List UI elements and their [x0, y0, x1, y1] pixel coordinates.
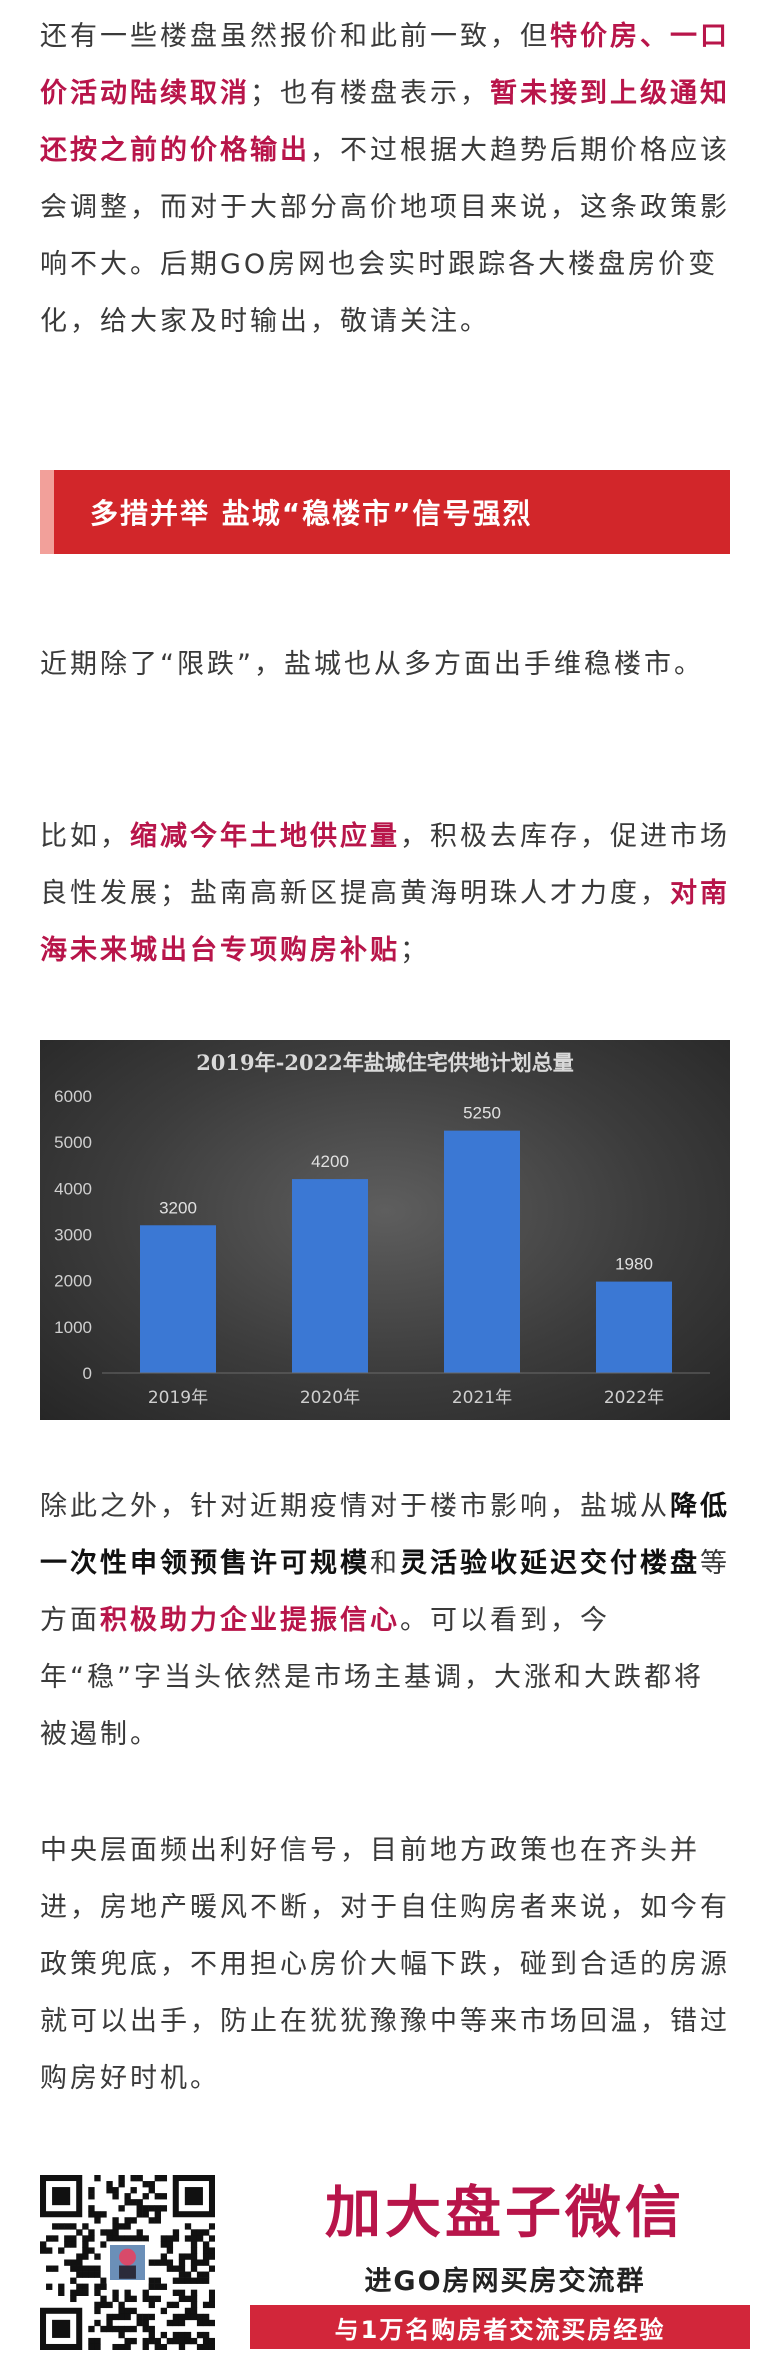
- promo-subtitle: 进GO房网买房交流群: [364, 2266, 646, 2297]
- highlight-text: 暂未接到上级通知还按之前的价格输出: [40, 78, 730, 166]
- bar-data-label: 5250: [463, 1104, 501, 1123]
- bar: [140, 1225, 216, 1373]
- bar: [444, 1130, 520, 1373]
- section-title: 多措并举 盐城“稳楼市”信号强烈: [90, 497, 533, 530]
- body-text: 除此之外，针对近期疫情对于楼市影响，盐城从: [40, 1491, 670, 1522]
- highlight-text: 降低一次性申领预售许可规模: [40, 1491, 730, 1579]
- body-text: 。可以看到，今年“稳”字当头依然是市场主基调，大涨和大跌都将被遏制。: [40, 1605, 704, 1750]
- highlight-text: 灵活验收延迟交付楼盘: [400, 1548, 700, 1579]
- paragraph-conclusion: 中央层面频出利好信号，目前地方政策也在齐头并进，房地产暖风不断，对于自住购房者来…: [40, 1822, 730, 2107]
- y-tick-label: 5000: [54, 1133, 92, 1152]
- y-tick-label: 0: [83, 1364, 92, 1383]
- chart-title: 2019年-2022年盐城住宅供地计划总量: [196, 1050, 574, 1075]
- y-tick-label: 6000: [54, 1087, 92, 1106]
- body-text: 还有一些楼盘虽然报价和此前一致，但: [40, 21, 550, 52]
- x-tick-label: 2020年: [300, 1388, 360, 1408]
- x-tick-label: 2022年: [604, 1388, 664, 1408]
- y-tick-label: 4000: [54, 1179, 92, 1198]
- promo-banner: 与1万名购房者交流买房经验: [250, 2305, 750, 2349]
- bar: [596, 1281, 672, 1373]
- highlight-text: 积极助力企业提振信心: [100, 1605, 400, 1636]
- paragraph-land-supply: 比如，缩减今年土地供应量，积极去库存，促进市场良性发展；盐南高新区提高黄海明珠人…: [40, 808, 730, 979]
- body-text: 中央层面频出利好信号，目前地方政策也在齐头并进，房地产暖风不断，对于自住购房者来…: [40, 1835, 730, 2094]
- body-text: ，积极去库存，促进市场良性发展；盐南高新区提高黄海明珠人才力度，: [40, 821, 730, 909]
- x-tick-label: 2021年: [452, 1388, 512, 1408]
- body-text: ；: [400, 935, 430, 966]
- chart-canvas: 2019年-2022年盐城住宅供地计划总量 0 1000 2000 3000 4000 50…: [54, 1050, 710, 1408]
- y-tick-label: 2000: [54, 1272, 92, 1291]
- paragraph-stabilize: 近期除了“限跌”，盐城也从多方面出手维稳楼市。: [40, 636, 730, 693]
- body-text: 比如，: [40, 821, 130, 852]
- promo-title: 加大盘子微信: [325, 2181, 685, 2246]
- section-header: 多措并举 盐城“稳楼市”信号强烈: [40, 470, 730, 554]
- body-text: ；也有楼盘表示，: [250, 78, 490, 109]
- body-text: ，不过根据大趋势后期价格应该会调整，而对于大部分高价地项目来说，这条政策影响不大…: [40, 135, 730, 337]
- bar: [292, 1179, 368, 1373]
- paragraph-price-policy: 还有一些楼盘虽然报价和此前一致，但特价房、一口价活动陆续取消；也有楼盘表示，暂未…: [40, 8, 730, 350]
- paragraph-enterprise-support: 除此之外，针对近期疫情对于楼市影响，盐城从降低一次性申领预售许可规模和灵活验收延…: [40, 1478, 730, 1763]
- wechat-promo: 加大盘子微信 进GO房网买房交流群 与1万名购房者交流买房经验: [40, 2165, 750, 2355]
- highlight-text: 特价房、一口价活动陆续取消: [40, 21, 730, 109]
- body-text: 等方面: [40, 1548, 730, 1636]
- qr-code-icon[interactable]: [40, 2175, 216, 2351]
- highlight-text: 对南海未来城出台专项购房补贴: [40, 878, 730, 966]
- y-tick-label: 1000: [54, 1318, 92, 1337]
- y-tick-label: 3000: [54, 1226, 92, 1245]
- body-text: 近期除了“限跌”，盐城也从多方面出手维稳楼市。: [40, 649, 704, 680]
- body-text: 和: [370, 1548, 400, 1579]
- highlight-text: 缩减今年土地供应量: [130, 821, 400, 852]
- bar-data-label: 3200: [159, 1198, 197, 1217]
- bar-data-label: 4200: [311, 1152, 349, 1171]
- land-supply-chart: 2019年-2022年盐城住宅供地计划总量 0 1000 2000 3000 4000 50…: [40, 1040, 730, 1420]
- x-tick-label: 2019年: [148, 1388, 208, 1408]
- bar-data-label: 1980: [615, 1255, 653, 1274]
